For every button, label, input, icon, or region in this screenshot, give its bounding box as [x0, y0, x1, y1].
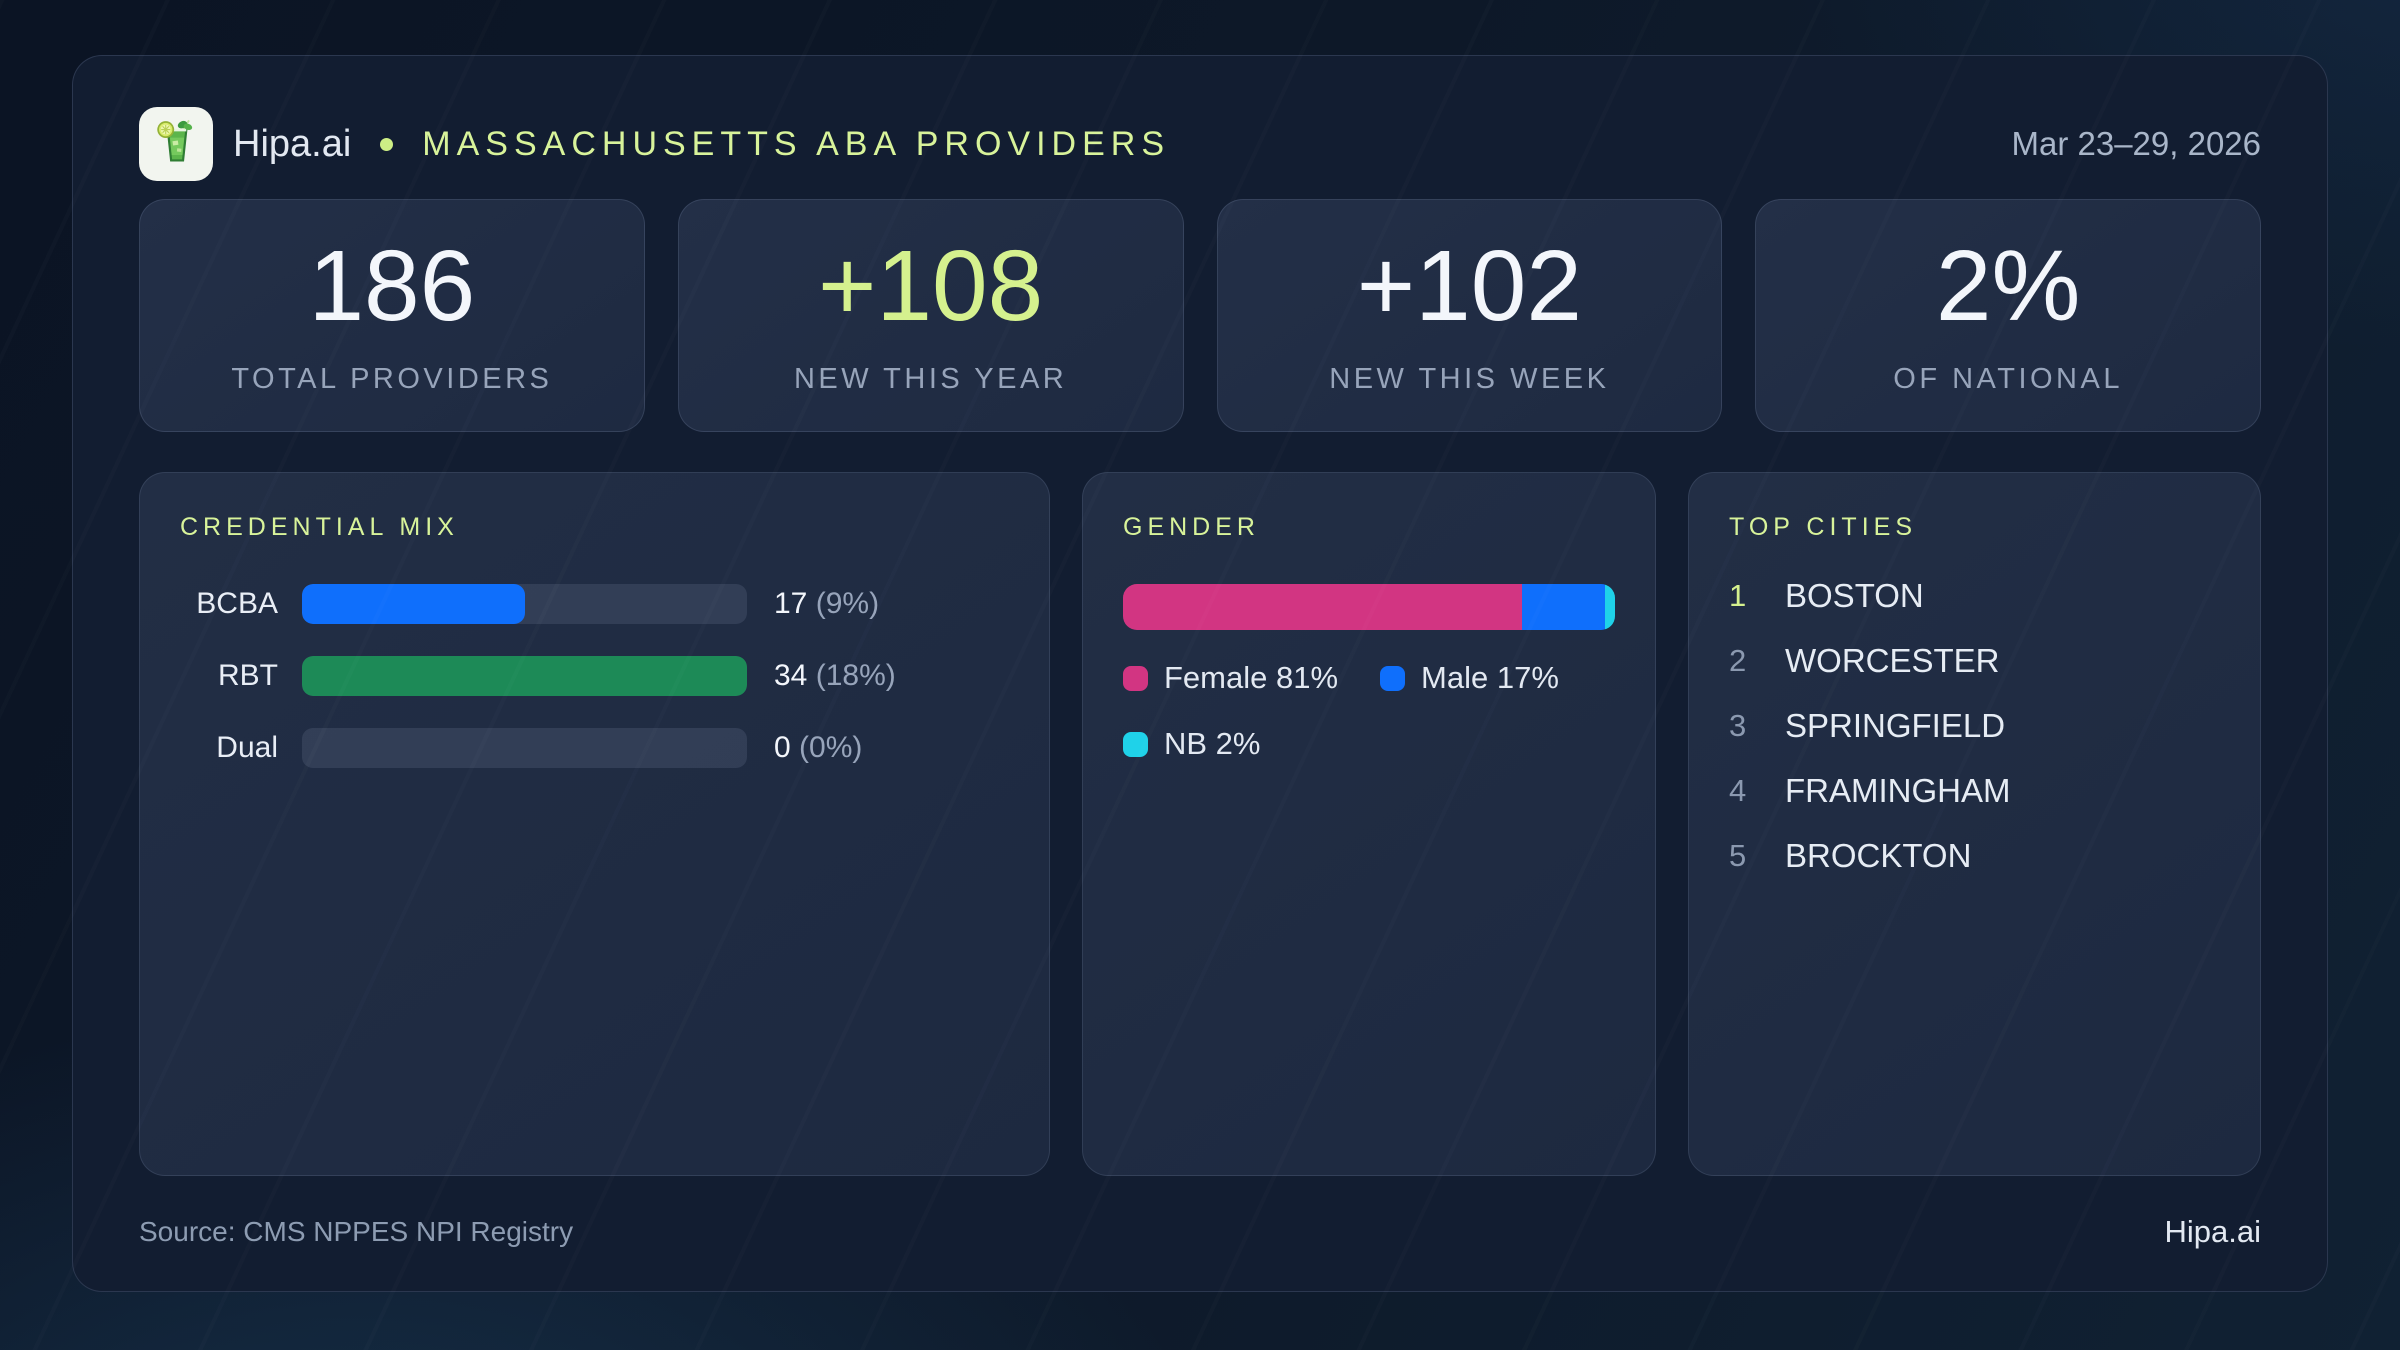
- dashboard-card: Hipa.ai MASSACHUSETTS ABA PROVIDERS Mar …: [72, 55, 2328, 1292]
- legend-label: NB 2%: [1164, 726, 1261, 761]
- legend-swatch-male: [1380, 665, 1406, 691]
- stat-label: NEW THIS WEEK: [1329, 362, 1610, 395]
- stat-value: 186: [308, 229, 476, 342]
- list-item: 3 SPRINGFIELD: [1729, 706, 2220, 746]
- credential-row-rbt: RBT 34 (18%): [180, 656, 1009, 696]
- top-cities-list: 1 BOSTON 2 WORCESTER 3 SPRINGFIELD 4 FRA…: [1729, 576, 2220, 876]
- list-item: 2 WORCESTER: [1729, 641, 2220, 681]
- brand-name: Hipa.ai: [233, 122, 352, 165]
- gender-segment-male: [1521, 584, 1606, 630]
- bar-count: 34: [774, 659, 808, 692]
- bar-pct: (18%): [815, 659, 896, 692]
- date-range: Mar 23–29, 2026: [2011, 125, 2261, 162]
- list-item: 5 BROCKTON: [1729, 836, 2220, 876]
- stat-label: NEW THIS YEAR: [793, 362, 1068, 395]
- credential-mix-panel: CREDENTIAL MIX BCBA 17 (9%) RBT 34 (18%): [139, 472, 1050, 1176]
- city-rank: 2: [1729, 643, 1747, 678]
- list-item: 1 BOSTON: [1729, 576, 2220, 616]
- gender-legend-row-1: Female 81% Male 17%: [1123, 660, 1615, 696]
- panel-title: TOP CITIES: [1729, 513, 1918, 541]
- stat-card-total-providers: 186 TOTAL PROVIDERS: [139, 199, 645, 432]
- bar-value: 17 (9%): [774, 587, 879, 621]
- stat-value: +102: [1356, 229, 1582, 342]
- bar-value: 0 (0%): [774, 731, 862, 765]
- legend-item-nb: NB 2%: [1123, 726, 1260, 762]
- city-name: WORCESTER: [1785, 642, 2000, 679]
- separator-dot-icon: [380, 137, 394, 151]
- city-rank: 1: [1729, 578, 1747, 613]
- footer: Source: CMS NPPES NPI Registry Hipa.ai: [139, 1214, 2261, 1250]
- footer-brand: Hipa.ai: [2164, 1214, 2262, 1249]
- gender-stacked-bar: [1123, 584, 1615, 630]
- bar-label: Dual: [216, 731, 278, 764]
- bar-fill: [302, 656, 747, 696]
- bar-label: BCBA: [196, 587, 278, 620]
- source-attribution: Source: CMS NPPES NPI Registry: [139, 1216, 574, 1247]
- list-item: 4 FRAMINGHAM: [1729, 771, 2220, 811]
- credential-bar-chart: BCBA 17 (9%) RBT 34 (18%) Dual: [180, 584, 1009, 768]
- bar-pct: (9%): [815, 587, 880, 620]
- stat-card-new-this-year: +108 NEW THIS YEAR: [677, 199, 1184, 432]
- city-rank: 4: [1729, 773, 1747, 808]
- page-title: MASSACHUSETTS ABA PROVIDERS: [422, 124, 1170, 163]
- panels-row: CREDENTIAL MIX BCBA 17 (9%) RBT 34 (18%): [139, 472, 2261, 1176]
- city-name: SPRINGFIELD: [1785, 707, 2006, 744]
- bar-count: 0: [774, 731, 791, 764]
- bar-value: 34 (18%): [774, 659, 896, 693]
- legend-label: Female 81%: [1164, 660, 1339, 695]
- panel-title: CREDENTIAL MIX: [180, 513, 459, 541]
- gender-panel: GENDER Female 81% Male 17% NB: [1082, 472, 1656, 1176]
- stat-label: OF NATIONAL: [1893, 362, 2123, 395]
- legend-label: Male 17%: [1421, 660, 1559, 695]
- stat-card-new-this-week: +102 NEW THIS WEEK: [1216, 199, 1723, 432]
- legend-item-female: Female 81%: [1123, 660, 1338, 696]
- city-name: FRAMINGHAM: [1785, 772, 2011, 809]
- brand-logo: [139, 107, 213, 181]
- bar-track: [302, 656, 747, 696]
- stat-value: 2%: [1935, 229, 2081, 342]
- credential-row-bcba: BCBA 17 (9%): [180, 584, 1009, 624]
- city-rank: 3: [1729, 708, 1747, 743]
- bar-pct: (0%): [799, 731, 863, 764]
- bar-label: RBT: [218, 659, 278, 692]
- bar-count: 17: [774, 587, 808, 620]
- stat-label: TOTAL PROVIDERS: [231, 362, 553, 395]
- gender-legend-row-2: NB 2%: [1123, 726, 1615, 762]
- city-name: BOSTON: [1785, 577, 1924, 614]
- kpi-row: 186 TOTAL PROVIDERS +108 NEW THIS YEAR +…: [139, 199, 2261, 432]
- top-cities-panel: TOP CITIES 1 BOSTON 2 WORCESTER 3 SPRING…: [1688, 472, 2261, 1176]
- panel-title: GENDER: [1123, 513, 1260, 541]
- legend-swatch-nb: [1123, 731, 1148, 757]
- gender-segment-nb: [1605, 584, 1615, 630]
- stat-card-of-national: 2% OF NATIONAL: [1755, 199, 2261, 432]
- bar-track: [302, 728, 747, 768]
- mojito-glass-icon: [150, 116, 202, 173]
- legend-swatch-female: [1123, 665, 1148, 691]
- stat-value: +108: [818, 229, 1044, 342]
- city-rank: 5: [1729, 838, 1747, 873]
- city-name: BROCKTON: [1785, 837, 1972, 874]
- header: Hipa.ai MASSACHUSETTS ABA PROVIDERS Mar …: [139, 106, 2261, 182]
- credential-row-dual: Dual 0 (0%): [180, 728, 1009, 768]
- bar-track: [302, 584, 747, 624]
- legend-item-male: Male 17%: [1380, 660, 1559, 696]
- gender-segment-female: [1123, 584, 1522, 630]
- bar-fill: [302, 584, 525, 624]
